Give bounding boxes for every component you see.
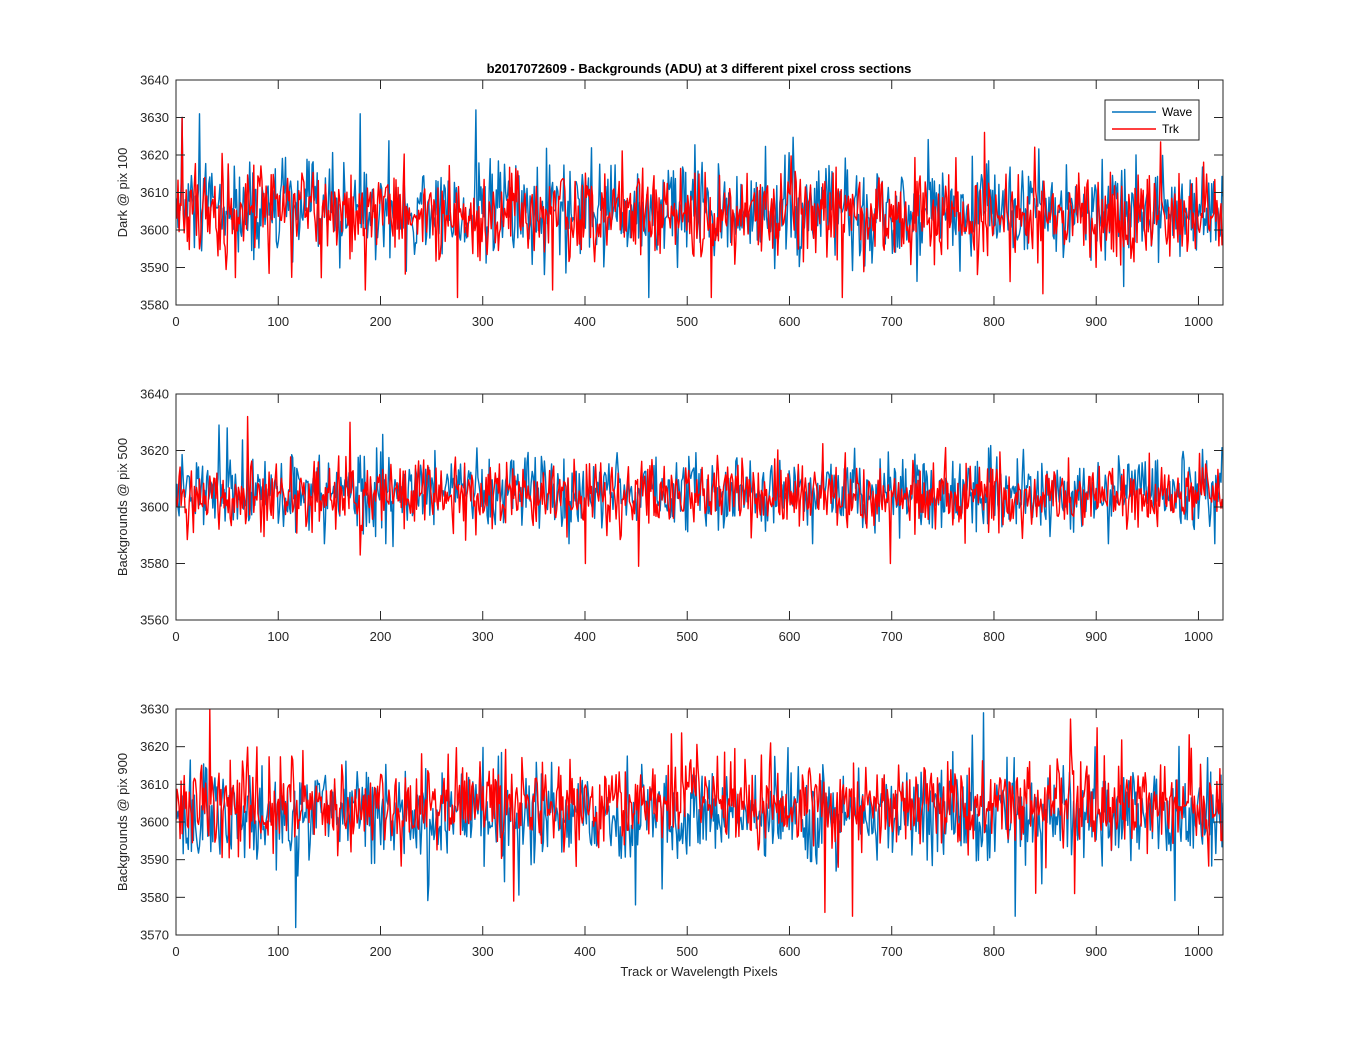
y-tick-label: 3640 bbox=[140, 73, 169, 88]
y-tick-label: 3610 bbox=[140, 185, 169, 200]
x-tick-label: 1000 bbox=[1184, 629, 1213, 644]
x-tick-label: 100 bbox=[267, 629, 289, 644]
series-line-trk bbox=[176, 415, 1223, 567]
x-tick-label: 700 bbox=[881, 944, 903, 959]
panels: 0 100 200 300 400 500 600 700 800 900 100035803590… bbox=[115, 73, 1224, 959]
x-tick-label: 700 bbox=[881, 629, 903, 644]
x-tick-label: 700 bbox=[881, 314, 903, 329]
x-tick-label: 300 bbox=[472, 314, 494, 329]
x-tick-label: 0 bbox=[172, 629, 179, 644]
y-tick-label: 3620 bbox=[140, 443, 169, 458]
y-axis-label: Backgrounds @ pix 900 bbox=[115, 753, 130, 891]
panel-3: 0 100 200 300 400 500 600 700 800 900 1000 3570 3580… bbox=[115, 702, 1224, 959]
legend: Wave Trk bbox=[1104, 99, 1200, 141]
y-tick-label: 3590 bbox=[140, 852, 169, 867]
chart-title: b2017072609 - Backgrounds (ADU) at 3 dif… bbox=[487, 61, 912, 76]
x-tick-label: 500 bbox=[676, 314, 698, 329]
x-axis-label: Track or Wavelength Pixels bbox=[620, 964, 778, 979]
y-tick-label: 3580 bbox=[140, 890, 169, 905]
x-tick-label: 300 bbox=[472, 944, 494, 959]
y-tick-label: 3580 bbox=[140, 298, 169, 313]
y-tick-label: 3580 bbox=[140, 556, 169, 571]
x-tick-label: 200 bbox=[370, 629, 392, 644]
y-tick-label: 3560 bbox=[140, 613, 169, 628]
y-tick-label: 3620 bbox=[140, 739, 169, 754]
x-tick-label: 400 bbox=[574, 629, 596, 644]
y-tick-label: 3600 bbox=[140, 815, 169, 830]
x-tick-label: 900 bbox=[1085, 944, 1107, 959]
x-tick-label: 0 bbox=[172, 944, 179, 959]
x-tick-label: 800 bbox=[983, 314, 1005, 329]
y-axis-label: Dark @ pix 100 bbox=[115, 148, 130, 238]
x-tick-label: 1000 bbox=[1184, 944, 1213, 959]
x-tick-label: 400 bbox=[574, 314, 596, 329]
x-tick-label: 800 bbox=[983, 944, 1005, 959]
series-group bbox=[176, 109, 1223, 299]
x-tick-label: 100 bbox=[267, 314, 289, 329]
y-tick-label: 3610 bbox=[140, 777, 169, 792]
y-tick-label: 3630 bbox=[140, 110, 169, 125]
series-group bbox=[176, 415, 1223, 567]
x-tick-label: 500 bbox=[676, 944, 698, 959]
series-line-trk bbox=[176, 709, 1223, 917]
x-tick-label: 600 bbox=[779, 629, 801, 644]
x-tick-label: 500 bbox=[676, 629, 698, 644]
series-line-trk bbox=[176, 116, 1223, 299]
panel-1: 0 100 200 300 400 500 600 700 800 900 1000 3580 3590… bbox=[115, 73, 1224, 329]
x-tick-label: 200 bbox=[370, 944, 392, 959]
x-tick-label: 400 bbox=[574, 944, 596, 959]
panel-2: 0 100 200 300 400 500 600 700 800 900 1000 3560 3580… bbox=[115, 387, 1224, 644]
x-tick-label: 0 bbox=[172, 314, 179, 329]
y-tick-label: 3600 bbox=[140, 223, 169, 238]
y-tick-label: 3640 bbox=[140, 387, 169, 402]
x-tick-label: 200 bbox=[370, 314, 392, 329]
series-group bbox=[176, 709, 1223, 929]
legend-label-wave: Wave bbox=[1162, 105, 1193, 119]
x-tick-label: 100 bbox=[267, 944, 289, 959]
y-tick-label: 3630 bbox=[140, 702, 169, 717]
x-tick-label: 900 bbox=[1085, 629, 1107, 644]
legend-box bbox=[1104, 99, 1200, 141]
x-tick-label: 600 bbox=[779, 944, 801, 959]
y-tick-label: 3590 bbox=[140, 260, 169, 275]
y-tick-label: 3600 bbox=[140, 500, 169, 515]
x-tick-label: 1000 bbox=[1184, 314, 1213, 329]
y-tick-label: 3620 bbox=[140, 148, 169, 163]
x-tick-label: 300 bbox=[472, 629, 494, 644]
x-tick-label: 800 bbox=[983, 629, 1005, 644]
y-axis-label: Backgrounds @ pix 500 bbox=[115, 438, 130, 576]
y-tick-label: 3570 bbox=[140, 928, 169, 943]
x-tick-label: 600 bbox=[779, 314, 801, 329]
legend-label-trk: Trk bbox=[1162, 122, 1180, 136]
x-tick-label: 900 bbox=[1085, 314, 1107, 329]
